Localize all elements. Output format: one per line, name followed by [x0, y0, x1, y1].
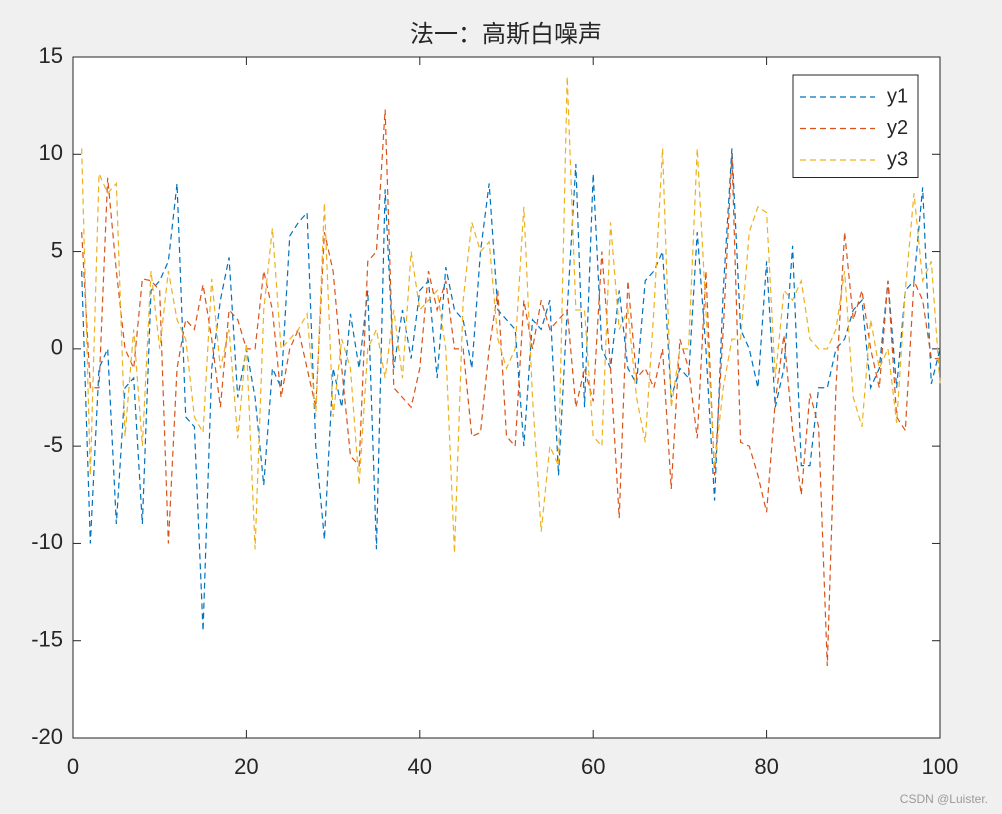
legend-label: y1 [887, 85, 908, 107]
legend-label: y2 [887, 117, 908, 139]
line-series [81, 76, 941, 554]
y-tick-label: -5 [43, 432, 63, 457]
watermark: CSDN @Luister. [900, 792, 988, 806]
x-tick-label: 100 [922, 754, 959, 779]
y-tick-label: 0 [51, 335, 63, 360]
y-tick-label: -15 [31, 627, 63, 652]
x-tick-label: 60 [581, 754, 605, 779]
y-tick-label: 10 [39, 140, 63, 165]
y-tick-label: -20 [31, 724, 63, 749]
y-tick-label: -10 [31, 529, 63, 554]
line-series [81, 148, 941, 632]
line-series [81, 109, 940, 667]
x-tick-label: 0 [67, 754, 79, 779]
y-tick-label: 15 [39, 43, 63, 68]
x-tick-label: 20 [234, 754, 258, 779]
y-tick-label: 5 [51, 237, 63, 262]
x-tick-label: 40 [408, 754, 432, 779]
legend-label: y3 [887, 148, 908, 170]
x-tick-label: 80 [754, 754, 778, 779]
chart-title: 法一：高斯白噪声 [410, 20, 602, 48]
